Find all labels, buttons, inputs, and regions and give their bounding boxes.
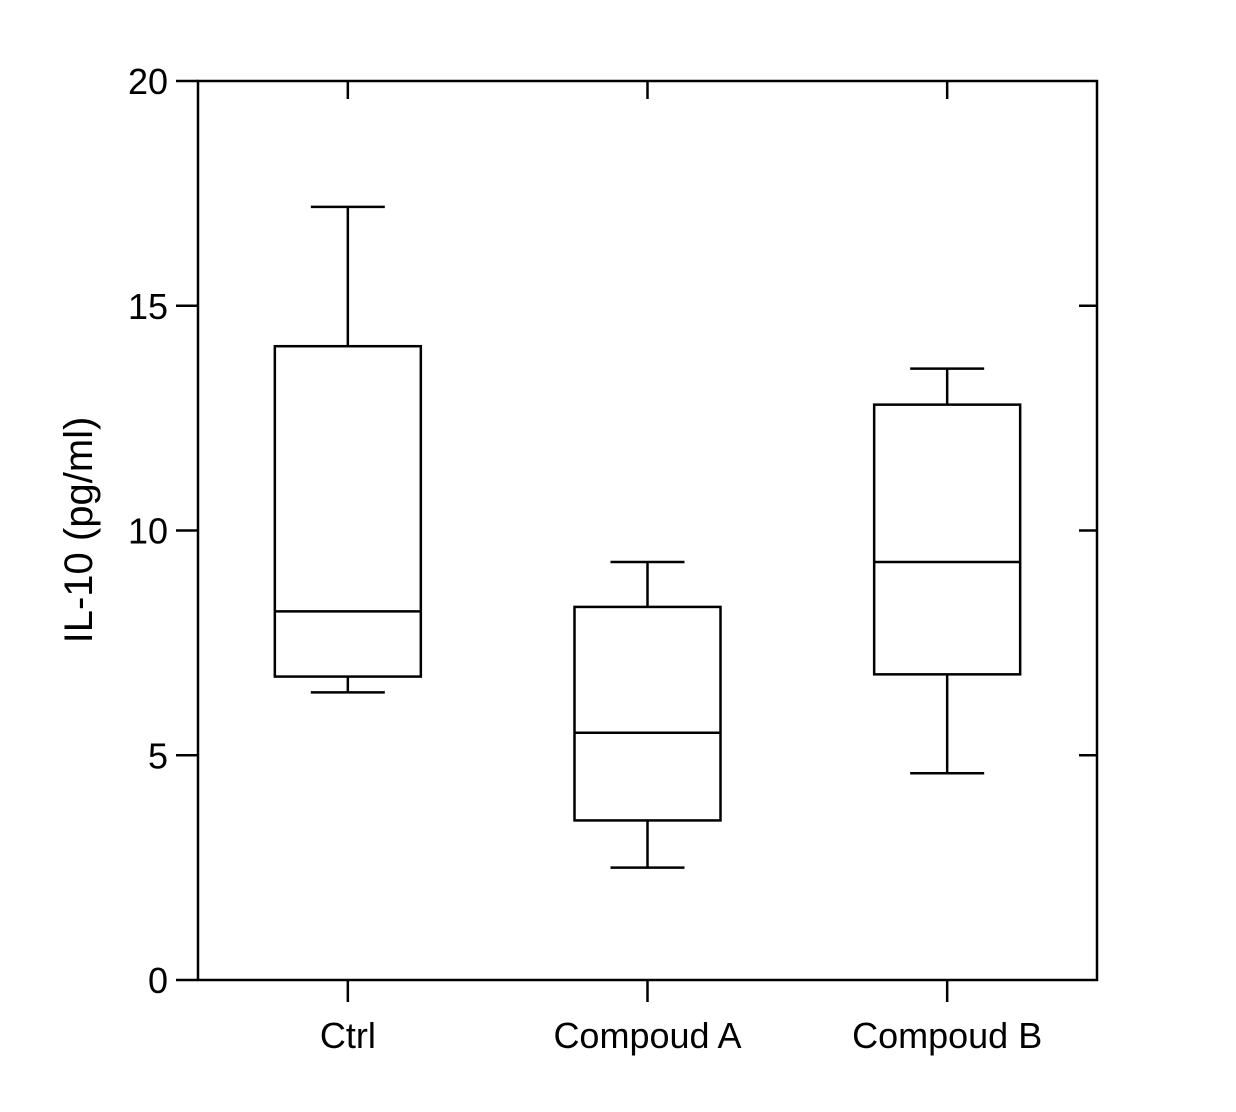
y-tick-label: 15 [128,286,168,327]
y-tick-label: 5 [148,735,168,776]
y-tick-label: 0 [148,960,168,1001]
x-axis-ticks: Ctrl Compoud A Compoud B [320,81,1042,1056]
box-series [273,205,1022,869]
interquartile-box [573,605,722,822]
y-tick-label: 20 [128,61,168,102]
box-ctrl [273,205,423,694]
y-axis-title: IL-10 (pg/ml) [57,417,101,644]
x-tick-label: Compoud B [852,1015,1042,1056]
y-tick-label: 10 [128,511,168,552]
x-tick-label: Compoud A [553,1015,741,1056]
box-compoud-a [573,560,722,869]
x-tick-label: Ctrl [320,1015,376,1056]
y-axis-ticks: 0 5 10 15 20 [128,61,1097,1001]
box-compoud-b [872,367,1022,775]
interquartile-box [872,403,1022,676]
interquartile-box [273,344,423,678]
